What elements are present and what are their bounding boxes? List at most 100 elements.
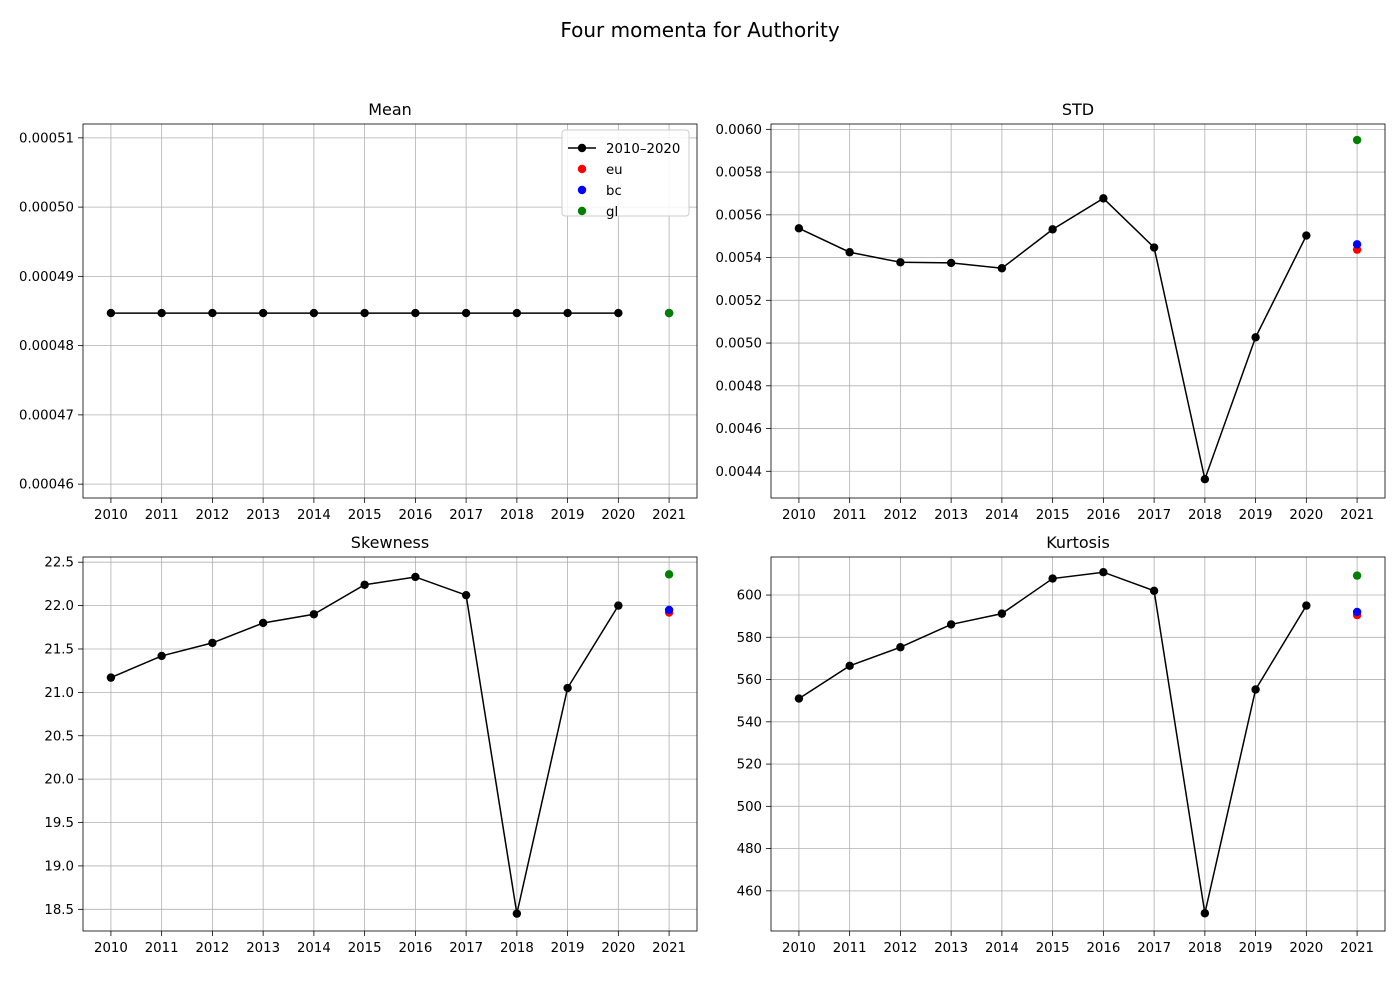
kurtosis-ytick-label: 580 — [737, 631, 762, 646]
kurtosis-panel: Kurtosis 2010 2011 2012 2013 2014 2015 2016 2017… — [737, 533, 1386, 956]
std-xtick-label: 2010 — [782, 508, 816, 523]
legend-entry-2010-2020-marker — [577, 143, 587, 153]
std-xtick-label: 2014 — [985, 508, 1019, 523]
skewness-series-2010-2020-point — [512, 909, 522, 918]
skewness-series-2010-2020-point — [309, 610, 319, 619]
std-panel: STD 2010 2011 2012 2013 2014 2015 2016 2017 2018 2… — [715, 100, 1386, 523]
kurtosis-series-2010-2020-point — [896, 643, 905, 652]
std-xtick-label: 2018 — [1188, 508, 1222, 523]
skewness-ytick-label: 21.0 — [44, 686, 74, 701]
kurtosis-ytick-label: 480 — [737, 842, 762, 857]
kurtosis-ytick-label: 520 — [737, 758, 762, 773]
skewness-xtick-label: 2016 — [398, 941, 432, 956]
skewness-panel: Skewness 2010 2011 2012 2013 2014 2015 2016 2017… — [44, 533, 698, 956]
kurtosis-xtick-label: 2019 — [1239, 941, 1273, 956]
kurtosis-xtick-label: 2011 — [833, 941, 867, 956]
std-axes-frame — [770, 123, 1386, 499]
kurtosis-xtick-label: 2014 — [985, 941, 1019, 956]
kurtosis-title: Kurtosis — [1046, 533, 1110, 552]
std-ytick-label: 0.0060 — [715, 123, 762, 138]
std-ytick-label: 0.0046 — [715, 422, 762, 437]
skewness-series-2010-2020-point — [258, 618, 268, 628]
skewness-axes-frame — [82, 556, 698, 932]
skewness-series-2010-2020-point — [208, 638, 217, 648]
mean-series-2010-2020-point — [360, 308, 369, 318]
skewness-xtick-label: 2021 — [652, 941, 686, 956]
std-series-2010-2020-point — [1200, 474, 1210, 484]
mean-legend: 2010–2020 eu bc gl — [561, 129, 690, 220]
std-ytick-label: 0.0050 — [715, 337, 762, 352]
figure-title: Four momenta for Authority — [560, 18, 840, 42]
mean-ytick-label: 0.00050 — [19, 201, 74, 216]
mean-xtick-label: 2017 — [449, 508, 483, 523]
skewness-xtick-label: 2010 — [94, 941, 128, 956]
mean-series-2010-2020-point — [411, 308, 420, 318]
std-series-2010-2020-point — [896, 258, 905, 267]
std-series-2010-2020-point — [1099, 194, 1108, 203]
legend-entry-gl-label: gl — [606, 205, 618, 220]
std-series-2010-2020-point — [794, 224, 804, 233]
kurtosis-ytick-label: 560 — [737, 673, 762, 688]
mean-series-2010-2020-point — [563, 308, 572, 318]
legend-entry-2010-2020-label: 2010–2020 — [606, 142, 680, 157]
legend-entry-bc-marker — [577, 185, 587, 195]
mean-series-2010-2020-point — [157, 308, 166, 318]
skewness-title: Skewness — [351, 533, 429, 552]
std-ytick-label: 0.0058 — [715, 166, 762, 181]
kurtosis-xtick-label: 2010 — [782, 941, 816, 956]
mean-series-2010-2020-point — [512, 308, 522, 318]
kurtosis-series-2010-2020-point — [1099, 568, 1108, 577]
mean-ytick-label: 0.00046 — [19, 478, 74, 493]
mean-xtick-label: 2014 — [297, 508, 331, 523]
kurtosis-xtick-label: 2020 — [1289, 941, 1323, 956]
kurtosis-ytick-label: 540 — [737, 715, 762, 730]
std-series-2010-2020-point — [946, 258, 956, 268]
std-xtick-label: 2011 — [833, 508, 867, 523]
std-series-2010-2020-point — [1251, 333, 1260, 342]
std-point-gl — [1352, 135, 1362, 145]
skewness-xtick-label: 2011 — [145, 941, 179, 956]
std-ytick-label: 0.0056 — [715, 208, 762, 223]
skewness-series-2010-2020-point — [461, 590, 471, 600]
kurtosis-ytick-label: 600 — [737, 589, 762, 604]
mean-xtick-label: 2011 — [145, 508, 179, 523]
std-series-2010-2020-point — [1048, 225, 1057, 234]
std-xtick-label: 2021 — [1340, 508, 1374, 523]
mean-xtick-label: 2015 — [348, 508, 382, 523]
kurtosis-xtick-label: 2018 — [1188, 941, 1222, 956]
kurtosis-series-2010-2020-point — [1200, 909, 1210, 918]
legend-entry-eu-marker — [577, 164, 587, 174]
skewness-series-2010-2020-point — [157, 651, 166, 661]
skewness-point-gl — [664, 570, 674, 579]
std-ytick-label: 0.0052 — [715, 294, 762, 309]
kurtosis-point-gl — [1352, 571, 1362, 580]
std-xtick-label: 2012 — [883, 508, 917, 523]
skewness-series-2010-2020-point — [411, 572, 420, 582]
kurtosis-series-2010-2020-point — [1251, 685, 1260, 694]
legend-entry-eu-label: eu — [606, 163, 623, 178]
mean-series-2010-2020-point — [208, 308, 217, 318]
kurtosis-ytick-label: 460 — [737, 884, 762, 899]
kurtosis-xtick-label: 2015 — [1036, 941, 1070, 956]
skewness-xtick-label: 2018 — [500, 941, 534, 956]
mean-series-2010-2020-point — [106, 308, 116, 318]
std-series-2010-2020-point — [1149, 243, 1159, 252]
std-series-2010-2020-point — [997, 264, 1007, 273]
skewness-xtick-label: 2013 — [246, 941, 280, 956]
mean-xtick-label: 2010 — [94, 508, 128, 523]
kurtosis-ytick-label: 500 — [737, 800, 762, 815]
skewness-ytick-label: 22.5 — [44, 556, 74, 571]
mean-series-2010-2020-point — [258, 308, 268, 318]
skewness-ytick-label: 19.0 — [44, 859, 74, 874]
mean-ytick-label: 0.00047 — [19, 408, 74, 423]
skewness-xtick-label: 2015 — [348, 941, 382, 956]
skewness-xtick-label: 2014 — [297, 941, 331, 956]
skewness-series-2010-2020-point — [563, 683, 572, 693]
kurtosis-xtick-label: 2017 — [1137, 941, 1171, 956]
skewness-ytick-label: 19.5 — [44, 816, 74, 831]
skewness-point-bc — [664, 605, 674, 615]
std-xtick-label: 2019 — [1239, 508, 1273, 523]
std-ytick-label: 0.0048 — [715, 379, 762, 394]
skewness-series-2010-2020-point — [614, 601, 623, 610]
